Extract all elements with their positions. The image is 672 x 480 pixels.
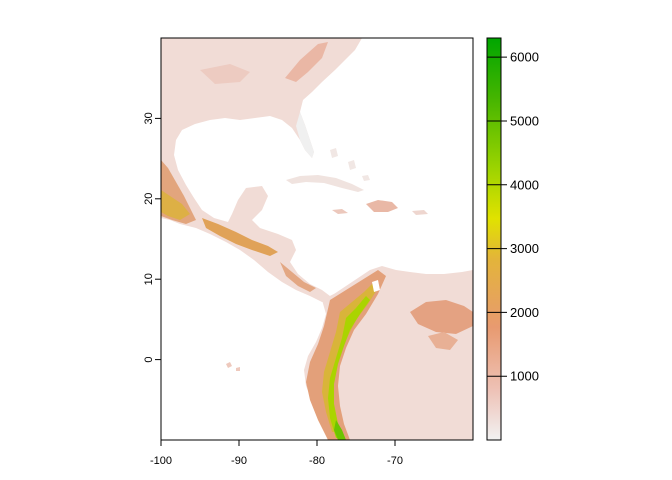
puerto-rico-island [412,210,428,215]
guiana-highlands [410,300,473,334]
isthmus-highlands [280,262,316,292]
andes-peaks [328,296,370,438]
lake-maracaibo [372,280,380,292]
appalachian-upland [285,42,328,82]
north-america-land [161,38,362,302]
central-america-highlands [202,218,278,256]
y-axis-ticks: 0 10 20 30 [143,112,161,363]
y-tick-label: 20 [143,193,155,205]
legend-tick-label: 1000 [510,369,539,384]
legend-colorbar [486,37,502,441]
hispaniola-island [366,200,398,212]
x-tick-label: -100 [150,455,172,467]
x-tick-label: -90 [231,455,247,467]
ozark-upland [200,64,250,84]
y-tick-label: 10 [143,273,155,285]
bahamas-islands [330,148,370,181]
florida-land [296,112,314,158]
guiana-highlands-east [428,332,458,350]
mexico-plateau-core [161,190,190,220]
legend-tick-label: 2000 [510,305,539,320]
andes-summits [334,420,346,440]
galapagos-islands [226,362,240,371]
legend-tick-label: 6000 [510,50,539,65]
y-tick-label: 30 [143,112,155,124]
legend-ticks: 1000 2000 3000 4000 5000 6000 [487,50,539,384]
x-axis-ticks: -100 -90 -80 -70 [150,440,403,467]
legend-tick-label: 4000 [510,177,539,192]
x-tick-label: -80 [309,455,325,467]
y-tick-label: 0 [143,357,155,363]
legend-tick-label: 3000 [510,241,539,256]
legend-tick-label: 5000 [510,113,539,128]
map-raster [161,38,473,440]
cuba-island [286,175,364,192]
andes-high-ridges [322,282,378,432]
x-tick-label: -70 [387,455,403,467]
jamaica-island [332,209,348,214]
